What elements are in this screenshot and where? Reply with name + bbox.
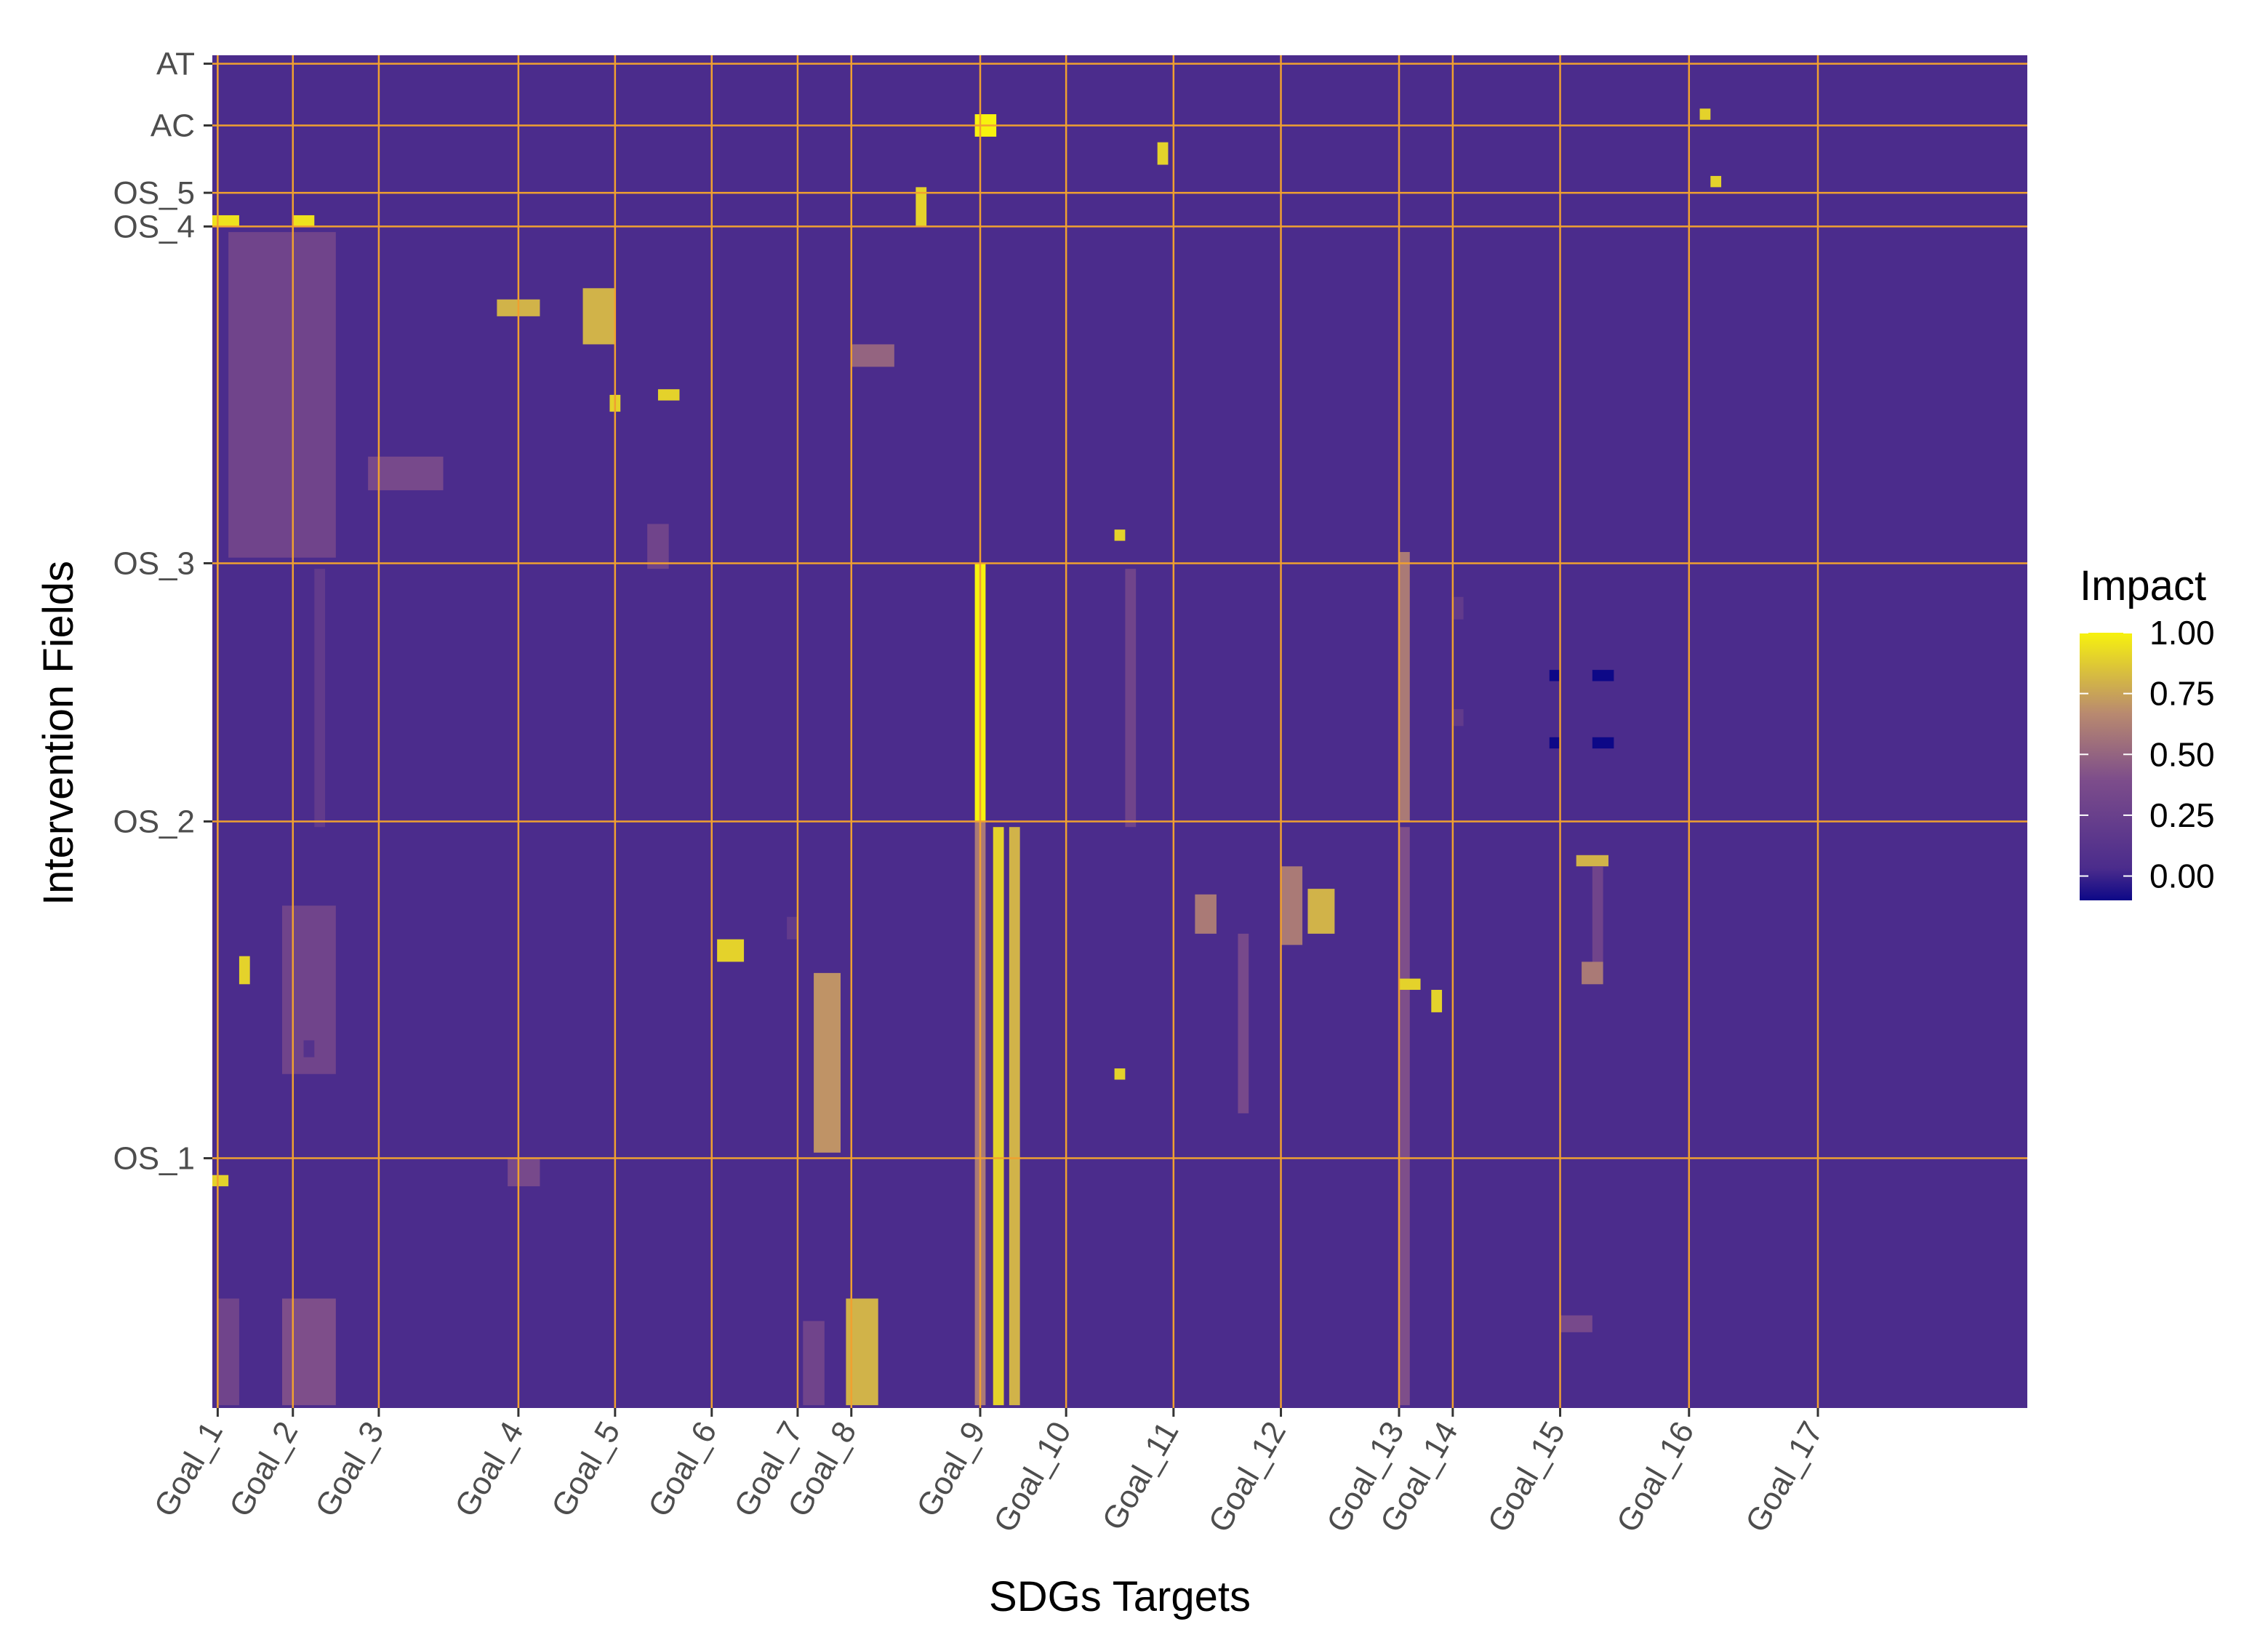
heatmap-gridlines — [212, 55, 2027, 1408]
heatmap-cell — [1452, 596, 1464, 620]
heatmap-cell — [647, 524, 669, 569]
heatmap-cell — [1399, 552, 1410, 822]
y-tick-label: AT — [156, 47, 195, 82]
color-legend: Impact 1.00 0.75 0.50 0.25 0.00 — [2080, 562, 2215, 900]
x-tick-label: Goal_17 — [1739, 1416, 1830, 1539]
heatmap-cell — [1549, 670, 1560, 681]
heatmap-cell — [1710, 175, 1722, 188]
heatmap-cell — [787, 916, 798, 940]
y-tick-label: OS_4 — [113, 209, 195, 244]
heatmap-cell — [1399, 827, 1410, 1406]
x-tick-label: Goal_10 — [987, 1416, 1078, 1539]
heatmap-cell — [303, 1040, 315, 1057]
heatmap-cell — [851, 344, 894, 367]
heatmap-cell — [1560, 1315, 1592, 1332]
heatmap-cell — [282, 1298, 336, 1406]
y-tick-label: OS_1 — [113, 1141, 195, 1177]
heatmap-cell — [1592, 670, 1614, 681]
legend-tick-label: 0.50 — [2149, 735, 2215, 773]
heatmap-cell — [993, 827, 1004, 1406]
heatmap-cell — [368, 456, 444, 491]
heatmap-cell — [1431, 990, 1443, 1012]
heatmap-cell — [1114, 1068, 1126, 1080]
heatmap-cell — [1307, 889, 1335, 934]
heatmap-cell — [292, 215, 315, 227]
heatmap-cell — [1452, 709, 1464, 727]
x-tick-label: Goal_9 — [910, 1416, 992, 1523]
x-tick-label: Goal_4 — [448, 1416, 530, 1523]
y-axis-ticks: OS_1 OS_2 OS_3 OS_4OS_5 AC AT — [113, 47, 212, 1177]
heatmap-cell — [1281, 866, 1303, 945]
y-tick-label: OS_5 — [113, 175, 195, 211]
heatmap-cell — [657, 389, 680, 401]
heatmap-cell — [508, 1158, 540, 1187]
heatmap-cell — [1238, 933, 1249, 1113]
heatmap-cell — [1009, 827, 1020, 1406]
y-tick-label: OS_2 — [113, 804, 195, 839]
legend-tick-label: 0.00 — [2149, 857, 2215, 895]
heatmap-cell — [1582, 961, 1603, 985]
legend-tick-label: 1.00 — [2149, 614, 2215, 652]
heatmap-cell — [1114, 529, 1126, 541]
heatmap-cell — [212, 1175, 229, 1187]
heatmap-cell — [1576, 855, 1608, 867]
heatmap-cell — [239, 956, 250, 985]
heatmap-cell — [1157, 142, 1169, 165]
heatmap-cell — [814, 972, 841, 1153]
x-tick-label: Goal_1 — [148, 1416, 230, 1523]
heatmap-cell — [1195, 894, 1217, 934]
heatmap-panel — [212, 55, 2027, 1408]
y-tick-label: AC — [151, 108, 195, 143]
x-tick-label: Goal_2 — [223, 1416, 305, 1523]
x-tick-label: Goal_3 — [308, 1416, 390, 1523]
heatmap-cell — [1399, 978, 1421, 991]
heatmap-background — [212, 55, 2027, 1408]
heatmap-cell — [314, 569, 326, 828]
x-tick-label: Goal_5 — [545, 1416, 627, 1523]
heatmap-cell — [717, 939, 745, 962]
legend-colorbar — [2080, 633, 2132, 900]
legend-tick-label: 0.25 — [2149, 796, 2215, 834]
y-tick-label: OS_3 — [113, 545, 195, 581]
heatmap-cell — [1699, 108, 1711, 120]
heatmap-cell — [582, 288, 615, 345]
heatmap-cell — [1592, 737, 1614, 749]
x-tick-label: Goal_11 — [1096, 1416, 1186, 1537]
heatmap-cells — [212, 108, 1722, 1406]
heatmap-cell — [212, 215, 239, 227]
x-axis-title: SDGs Targets — [989, 1573, 1251, 1620]
heatmap-cell — [1592, 866, 1603, 962]
x-tick-label: Goal_6 — [641, 1416, 724, 1523]
y-axis-title: Intervention Fields — [35, 561, 82, 905]
legend-tick-label: 0.75 — [2149, 675, 2215, 713]
heatmap-cell — [228, 232, 336, 558]
heatmap-cell — [915, 187, 927, 227]
x-tick-label: Goal_15 — [1481, 1416, 1573, 1539]
x-tick-label: Goal_12 — [1202, 1416, 1294, 1539]
x-tick-label: Goal_16 — [1610, 1416, 1702, 1539]
heatmap-cell — [803, 1321, 825, 1406]
heatmap-cell — [217, 1298, 239, 1406]
heatmap-cell — [1549, 737, 1560, 749]
legend-title: Impact — [2080, 562, 2206, 609]
heatmap-cell — [1125, 569, 1137, 828]
